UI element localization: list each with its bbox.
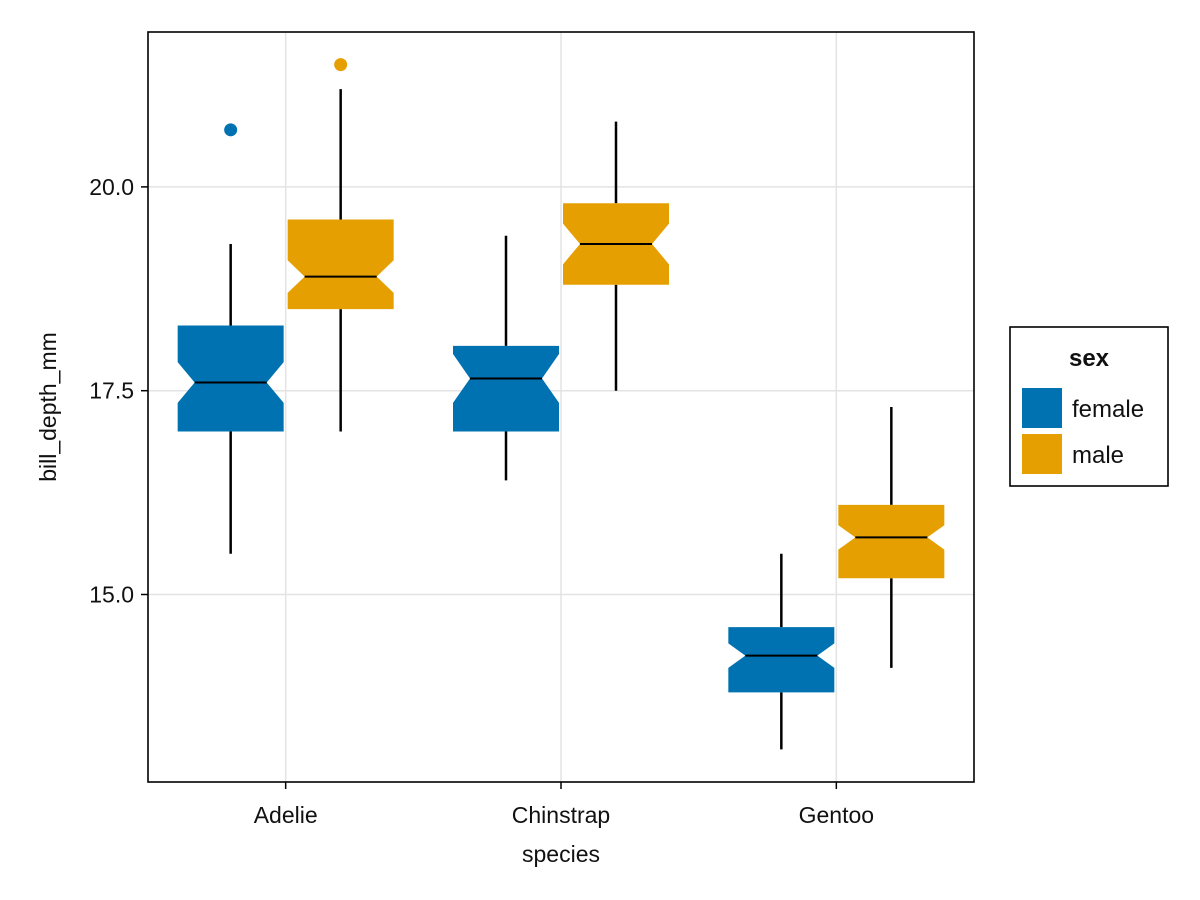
legend-swatch-male [1022, 434, 1062, 474]
x-axis: Adelie Chinstrap Gentoo [254, 782, 874, 828]
x-tick-label: Gentoo [799, 802, 874, 828]
box-male-chinstrap [563, 121, 669, 391]
legend-title: sex [1069, 345, 1110, 372]
box-female-adelie [177, 123, 284, 554]
y-axis: 15.0 17.5 20.0 [89, 174, 148, 608]
y-tick-label: 20.0 [89, 174, 134, 200]
outlier-point [224, 123, 238, 137]
x-tick-label: Chinstrap [512, 802, 610, 828]
box-male-gentoo [838, 407, 945, 668]
legend-swatch-female [1022, 388, 1062, 428]
grid-lines [148, 32, 974, 782]
box-female-gentoo [728, 553, 835, 750]
y-tick-label: 17.5 [89, 378, 134, 404]
legend-label-female: female [1072, 396, 1144, 423]
legend-label-male: male [1072, 442, 1124, 469]
box-series [177, 58, 945, 750]
outlier-point [334, 58, 348, 72]
y-tick-label: 15.0 [89, 582, 134, 608]
box-body [728, 627, 835, 693]
x-axis-title: species [522, 841, 600, 867]
box-body [838, 504, 945, 579]
x-tick-label: Adelie [254, 802, 318, 828]
box-body [453, 345, 559, 432]
box-body [177, 325, 284, 432]
box-male-adelie [287, 58, 394, 432]
legend: sex female male [1009, 326, 1169, 487]
box-body [287, 219, 394, 310]
y-axis-title: bill_depth_mm [35, 332, 61, 482]
box-female-chinstrap [453, 235, 559, 481]
